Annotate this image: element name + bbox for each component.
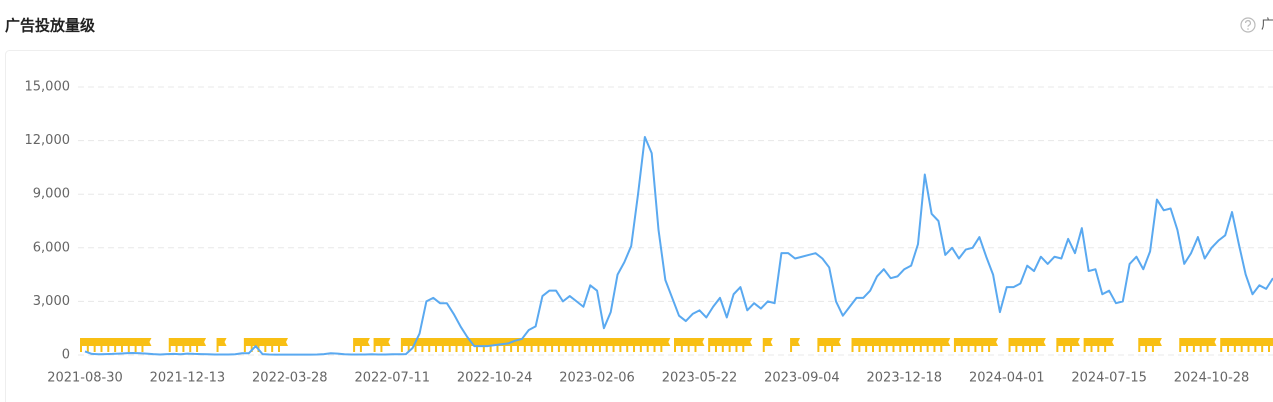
x-tick-label: 2023-09-04: [764, 371, 840, 386]
y-tick-label: 3,000: [33, 294, 70, 309]
event-flag: [762, 338, 773, 352]
event-flag: [380, 338, 391, 352]
y-tick-label: 9,000: [33, 187, 70, 202]
corner-label[interactable]: 广: [1261, 18, 1273, 33]
event-flag: [1206, 338, 1217, 352]
data-line: [84, 136, 1273, 356]
y-tick-label: 6,000: [33, 240, 70, 255]
x-tick-label: 2023-02-06: [559, 371, 635, 386]
x-tick-label: 2022-03-28: [252, 371, 328, 386]
event-flag: [940, 338, 951, 352]
event-flag: [1268, 338, 1273, 352]
event-flag: [694, 338, 705, 352]
event-flag: [278, 338, 288, 352]
event-flag: [216, 338, 227, 352]
help-icon[interactable]: [1240, 17, 1256, 33]
event-flag: [141, 338, 152, 352]
x-tick-label: 2021-12-13: [150, 371, 226, 386]
y-tick-label: 0: [62, 348, 70, 363]
help-dot: [1247, 28, 1249, 30]
x-tick-label: 2024-07-15: [1071, 371, 1147, 386]
event-flag: [1070, 338, 1080, 352]
event-flag: [742, 338, 753, 352]
y-tick-label: 12,000: [25, 133, 71, 148]
event-flag: [988, 338, 999, 352]
y-tick-label: 15,000: [25, 80, 71, 95]
event-flag: [660, 338, 671, 352]
card: [5, 50, 1273, 402]
help-circle: [1240, 17, 1256, 33]
x-tick-label: 2024-04-01: [969, 371, 1045, 386]
x-tick-label: 2023-12-18: [867, 371, 943, 386]
event-flag: [1151, 338, 1162, 352]
x-tick-label: 2021-08-30: [47, 371, 123, 386]
help-glyph: [1245, 20, 1251, 27]
event-flag: [790, 338, 801, 352]
event-flag: [831, 338, 842, 352]
event-flag: [196, 338, 207, 352]
event-flag: [359, 338, 370, 352]
event-flag: [1104, 338, 1115, 352]
chart-title: 广告投放量级: [5, 17, 96, 35]
x-tick-label: 2022-07-11: [354, 371, 430, 386]
x-tick-label: 2024-10-28: [1174, 371, 1250, 386]
event-flag: [1035, 338, 1046, 352]
x-tick-label: 2022-10-24: [457, 371, 533, 386]
x-tick-label: 2023-05-22: [662, 371, 738, 386]
